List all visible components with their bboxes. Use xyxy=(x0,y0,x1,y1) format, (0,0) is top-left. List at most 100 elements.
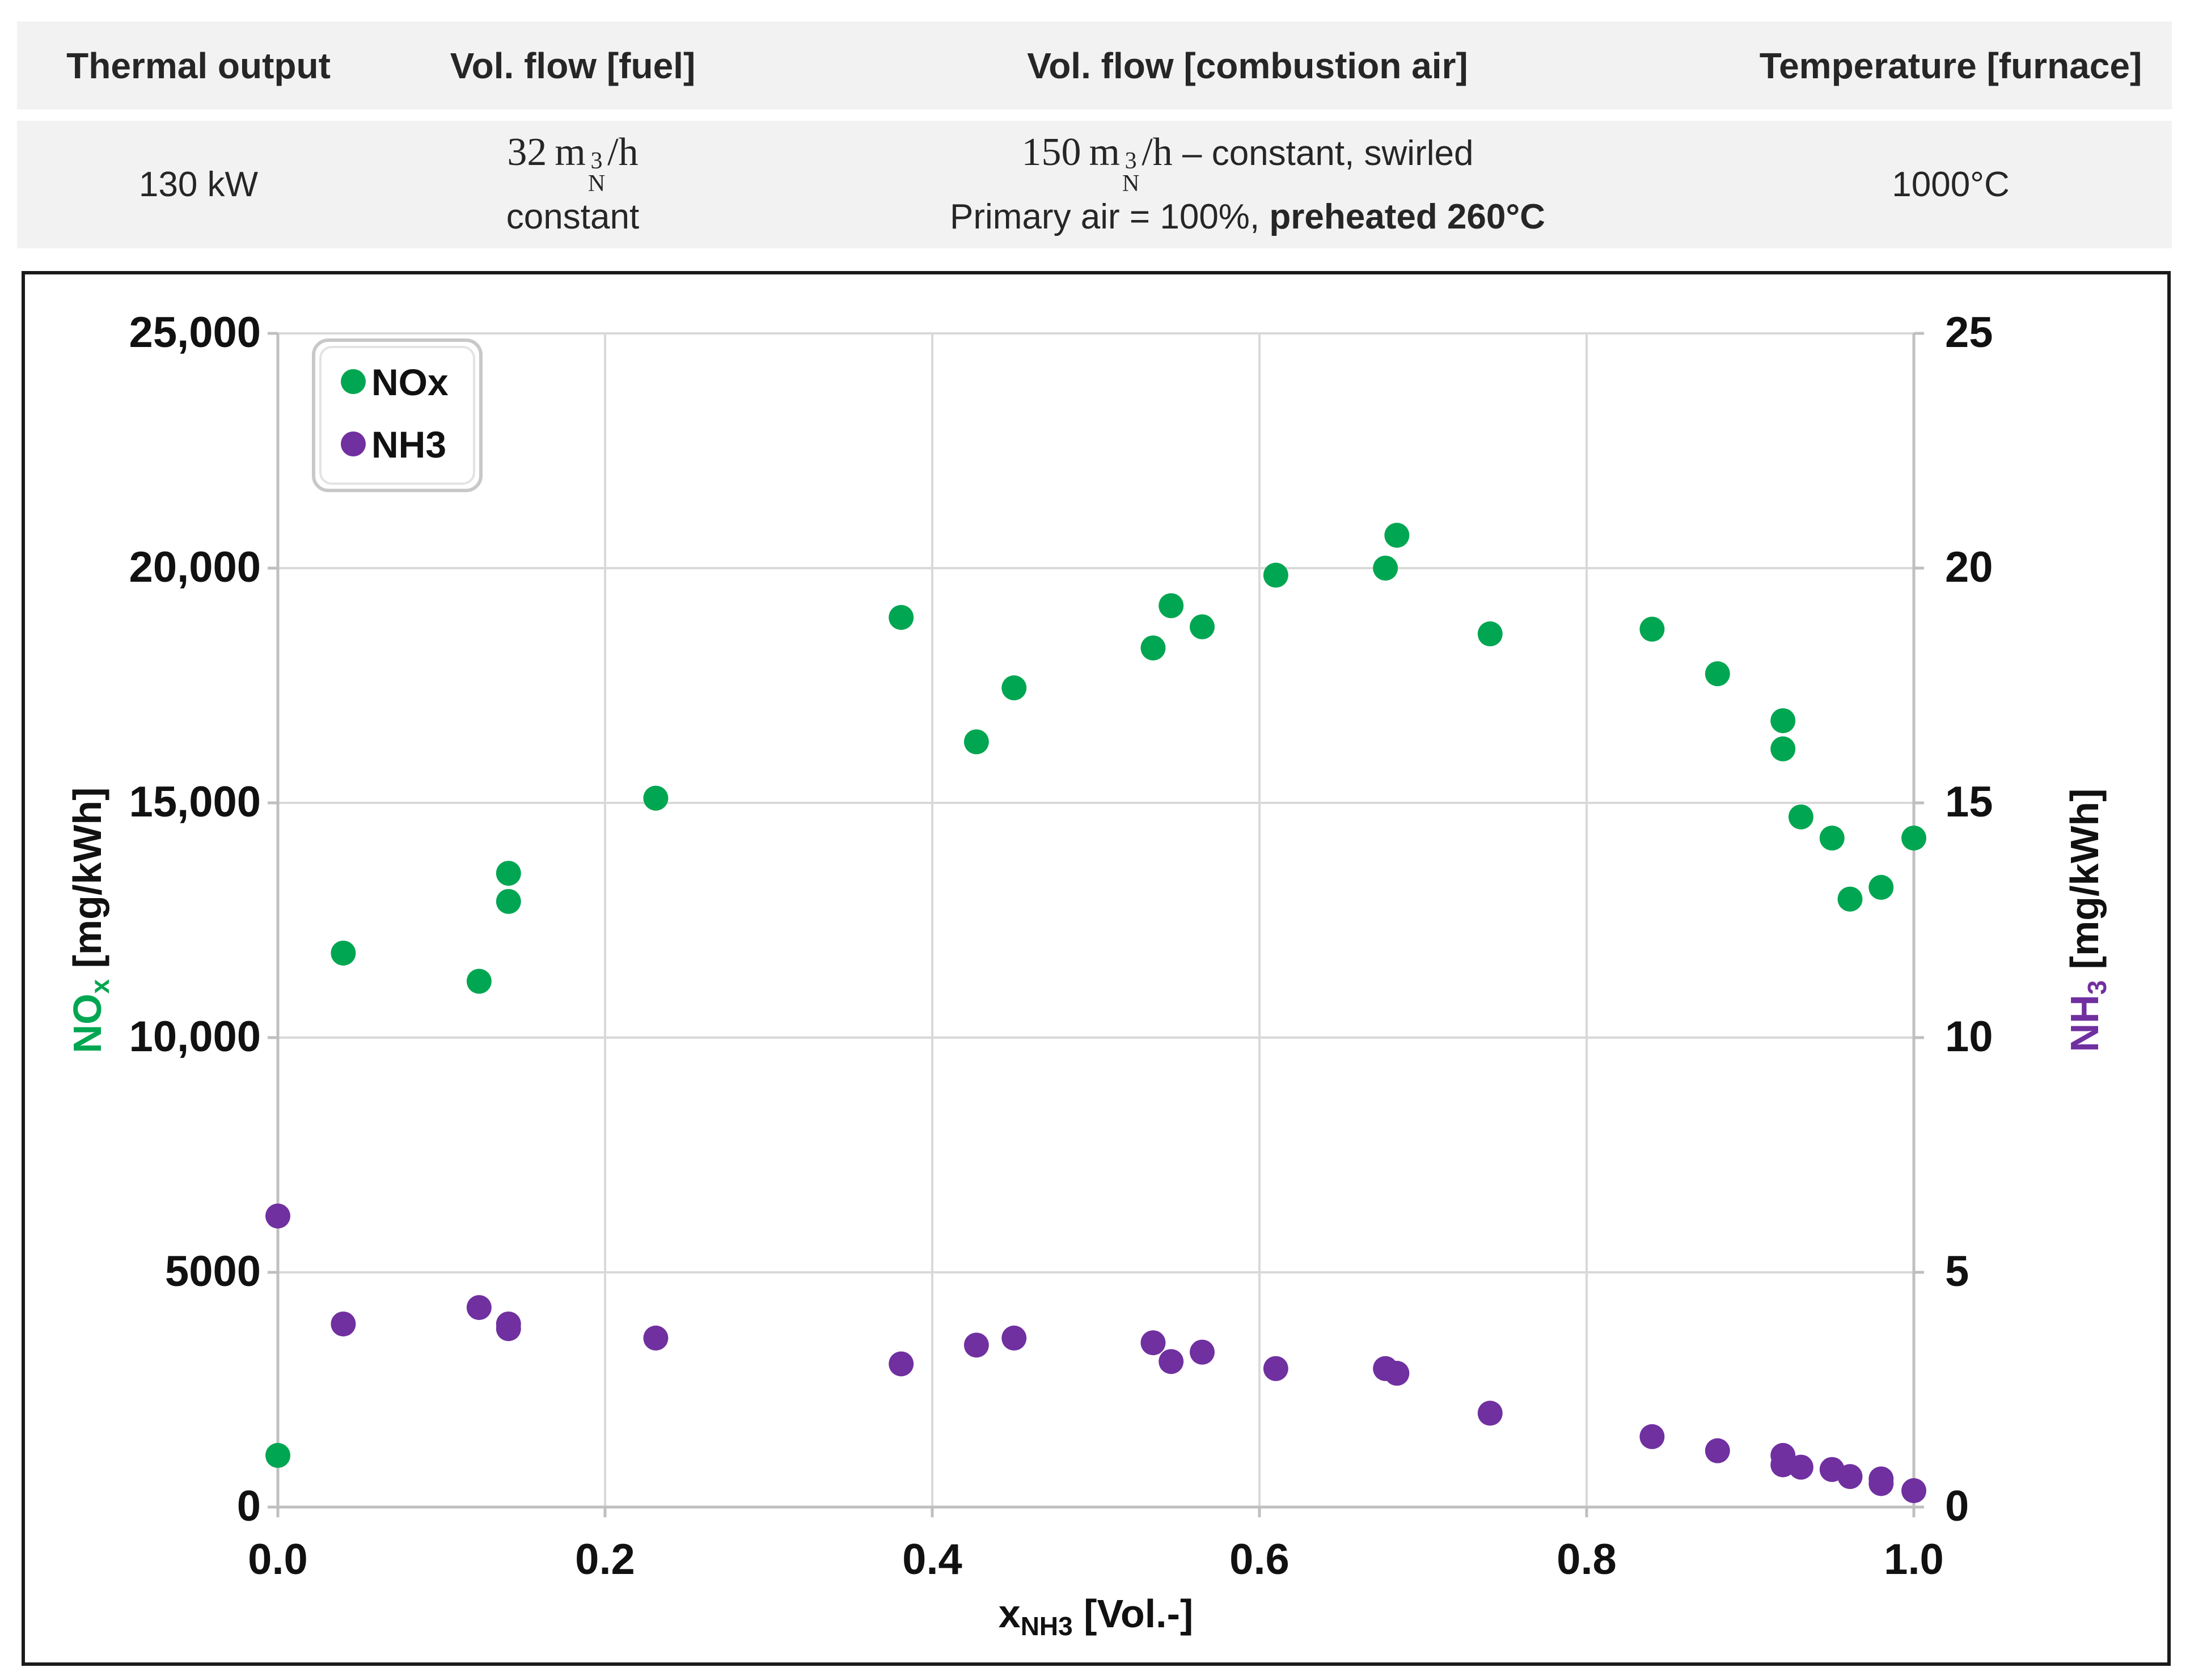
air-unit-scripts: 3 N xyxy=(1122,147,1140,197)
y-left-tick-label: 0 xyxy=(237,1482,261,1530)
nox-point xyxy=(1819,826,1845,851)
primary-air-text: Primary air = 100%, xyxy=(950,197,1270,236)
fuel-unit-m: m xyxy=(555,130,586,174)
nox-point xyxy=(1159,593,1184,619)
header-fuel-flow: Vol. flow [fuel] xyxy=(450,45,696,86)
x-tick-label: 0.8 xyxy=(1557,1535,1617,1584)
nh3-point xyxy=(1705,1438,1730,1463)
nh3-point xyxy=(466,1295,492,1321)
nh3-point xyxy=(1001,1325,1027,1351)
nh3-point xyxy=(331,1311,356,1337)
nox-point xyxy=(1001,675,1027,701)
nox-point xyxy=(889,604,914,630)
fuel-unit-superscript: 3 xyxy=(590,147,603,174)
table-value-row: 130 kW 32 m 3 N /h constant 150 m 3 N xyxy=(17,121,2172,248)
nox-point xyxy=(1263,562,1288,588)
nox-point xyxy=(1373,556,1398,581)
legend-inner-border xyxy=(319,346,475,485)
legend-marker-nh3 xyxy=(341,431,366,456)
furnace-temperature-text: 1000°C xyxy=(1892,164,2010,204)
preheated-text: preheated 260°C xyxy=(1269,197,1545,236)
nox-point xyxy=(1868,875,1894,900)
legend-marker-nox xyxy=(341,369,366,394)
fuel-flow-note: constant xyxy=(506,197,640,236)
x-tick-label: 0.0 xyxy=(248,1535,308,1584)
nh3-point xyxy=(1384,1361,1410,1386)
value-air-flow: 150 m 3 N /h – constant, swirled Primary… xyxy=(766,121,1730,248)
air-flow-rate: 150 m 3 N /h – constant, swirled xyxy=(1021,127,1474,197)
nox-point xyxy=(496,888,521,914)
air-unit-m: m xyxy=(1089,130,1120,174)
nh3-point xyxy=(1140,1330,1166,1356)
fuel-flow-number: 32 xyxy=(507,130,547,174)
header-air-flow: Vol. flow [combustion air] xyxy=(1027,45,1468,86)
y-right-tick-label: 5 xyxy=(1945,1247,1969,1296)
nox-point xyxy=(466,968,492,994)
nh3-point xyxy=(643,1325,669,1351)
air-unit-superscript: 3 xyxy=(1124,147,1137,174)
x-tick-label: 0.4 xyxy=(902,1535,962,1584)
nox-point xyxy=(1140,635,1166,661)
nox-point xyxy=(1837,886,1863,912)
fuel-unit-subscript: N xyxy=(587,170,606,197)
air-unit-per-hour: /h xyxy=(1141,130,1173,174)
y-left-axis-title: NOx [mg/kWh] xyxy=(65,788,115,1053)
y-right-tick-label: 15 xyxy=(1945,778,1993,826)
y-right-axis-title: NH3 [mg/kWh] xyxy=(2062,789,2112,1052)
air-flow-number: 150 xyxy=(1021,130,1081,174)
nox-point xyxy=(265,1442,290,1468)
air-unit-subscript: N xyxy=(1122,170,1140,197)
nox-point xyxy=(1901,826,1926,851)
nox-point xyxy=(1477,621,1503,646)
nox-point xyxy=(643,785,669,811)
y-left-tick-label: 15,000 xyxy=(129,778,261,826)
nh3-point xyxy=(1639,1424,1665,1449)
nh3-point xyxy=(1159,1349,1184,1374)
x-tick-label: 0.6 xyxy=(1229,1535,1290,1584)
fuel-unit-scripts: 3 N xyxy=(587,147,606,197)
air-flow-line2: Primary air = 100%, preheated 260°C xyxy=(950,192,1545,243)
nox-point xyxy=(496,861,521,886)
nox-point xyxy=(331,940,356,966)
y-right-tick-label: 20 xyxy=(1945,543,1993,591)
nh3-point xyxy=(1868,1471,1894,1496)
y-left-tick-label: 25,000 xyxy=(129,308,261,357)
nh3-point xyxy=(265,1203,290,1229)
chart-frame xyxy=(22,271,2171,1666)
value-fuel-flow: 32 m 3 N /h constant xyxy=(380,121,766,248)
nh3-point xyxy=(1190,1339,1215,1365)
nh3-point xyxy=(963,1332,989,1358)
air-flow-note: – constant, swirled xyxy=(1172,133,1474,173)
nox-point xyxy=(1384,523,1410,548)
legend-label-nh3: NH3 xyxy=(371,424,446,466)
nh3-point xyxy=(1477,1400,1503,1426)
header-furnace-temperature: Temperature [furnace] xyxy=(1759,45,2142,86)
fuel-unit-per-hour: /h xyxy=(607,130,639,174)
nox-point xyxy=(1639,616,1665,642)
nh3-point xyxy=(496,1316,521,1342)
thermal-output-text: 130 kW xyxy=(138,164,259,204)
nox-point xyxy=(1705,661,1730,687)
y-left-tick-label: 5000 xyxy=(165,1247,261,1296)
x-tick-label: 1.0 xyxy=(1884,1535,1944,1584)
nox-point xyxy=(963,729,989,755)
x-tick-label: 0.2 xyxy=(575,1535,635,1584)
value-furnace-temperature: 1000°C xyxy=(1730,121,2172,248)
nox-point xyxy=(1190,614,1215,640)
nh3-point xyxy=(1837,1464,1863,1489)
nh3-point xyxy=(1788,1454,1813,1480)
y-right-tick-label: 10 xyxy=(1945,1013,1993,1061)
value-thermal-output: 130 kW xyxy=(17,121,380,248)
nox-point xyxy=(1770,736,1796,761)
x-axis-title: xNH3 [Vol.-] xyxy=(999,1592,1194,1641)
fuel-flow-rate: 32 m 3 N /h xyxy=(507,127,639,197)
y-left-tick-label: 20,000 xyxy=(129,543,261,591)
nox-point xyxy=(1788,804,1813,830)
nh3-point xyxy=(1901,1478,1926,1504)
y-right-tick-label: 25 xyxy=(1945,308,1993,357)
nh3-point xyxy=(889,1351,914,1377)
nh3-point xyxy=(1263,1356,1288,1381)
y-left-tick-label: 10,000 xyxy=(129,1013,261,1061)
table-header-row: Thermal output Vol. flow [fuel] Vol. flo… xyxy=(17,22,2172,109)
